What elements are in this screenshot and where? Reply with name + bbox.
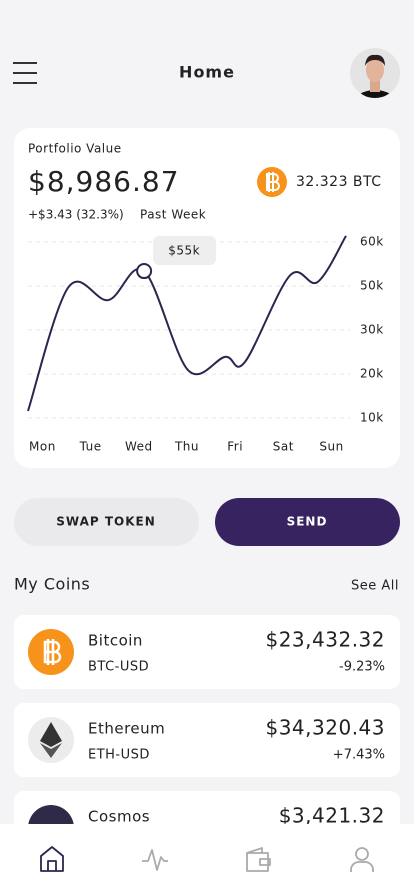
portfolio-period: Past Week — [140, 208, 206, 222]
btc-amount: 32.323 BTC — [296, 174, 382, 190]
y-tick-label: 10k — [360, 411, 384, 425]
nav-home[interactable] — [40, 846, 64, 872]
coin-price: $34,320.43 — [265, 716, 385, 740]
chart: 60k 50k 30k 20k 10k Mon Tue Wed Thu Fri Sat Sun $55k — [27, 235, 384, 454]
x-tick-label: Tue — [79, 440, 102, 454]
coin-price: $3,421.32 — [279, 804, 385, 828]
tooltip-label: $55k — [168, 244, 200, 258]
coin-change: +7.43% — [333, 748, 385, 763]
send-button[interactable] — [215, 498, 400, 546]
coin-card[interactable] — [14, 703, 400, 777]
coin-name: Ethereum — [88, 720, 165, 738]
y-tick-label: 30k — [360, 323, 384, 337]
coin-pair: ETH-USD — [88, 748, 150, 763]
btc-glyph — [266, 172, 280, 192]
x-tick-label: Fri — [227, 440, 243, 454]
see-all[interactable]: See All — [351, 579, 399, 594]
nav-activity[interactable] — [142, 849, 168, 871]
send-label: SEND — [287, 515, 328, 529]
coin-glyph — [40, 743, 62, 758]
nav-wallet[interactable] — [246, 847, 271, 872]
coin-change: -9.23% — [339, 660, 385, 675]
coin-glyph — [43, 639, 62, 665]
page-title: Home — [179, 63, 235, 82]
y-tick-label: 50k — [360, 279, 384, 293]
portfolio-change: +$3.43 (32.3%) — [28, 208, 124, 222]
menu-button[interactable] — [13, 62, 37, 84]
highlight-point — [136, 263, 153, 280]
swap-label: SWAP TOKEN — [56, 515, 156, 529]
coin-glyph — [40, 722, 62, 747]
coin-name: Bitcoin — [88, 632, 143, 650]
y-tick-label: 20k — [360, 367, 384, 381]
x-tick-label: Mon — [29, 440, 56, 454]
y-tick-label: 60k — [360, 235, 384, 249]
x-tick-label: Thu — [174, 440, 199, 454]
tooltip-box — [153, 236, 217, 266]
price-line — [27, 235, 347, 412]
coin-name: Cosmos — [88, 808, 150, 826]
coins-title: My Coins — [14, 575, 90, 594]
portfolio-card — [14, 128, 400, 468]
nav-profile[interactable] — [350, 847, 374, 872]
x-tick-label: Sun — [319, 440, 343, 454]
portfolio-value: $8,986.87 — [28, 165, 180, 198]
x-tick-label: Sat — [273, 440, 294, 454]
coin-pair: BTC-USD — [88, 660, 149, 675]
coin-price: $23,432.32 — [265, 628, 385, 652]
x-tick-label: Wed — [125, 440, 153, 454]
portfolio-label: Portfolio Value — [28, 142, 122, 156]
swap-button[interactable] — [14, 498, 199, 546]
bottom-nav — [0, 824, 414, 896]
coin-card[interactable] — [14, 615, 400, 689]
